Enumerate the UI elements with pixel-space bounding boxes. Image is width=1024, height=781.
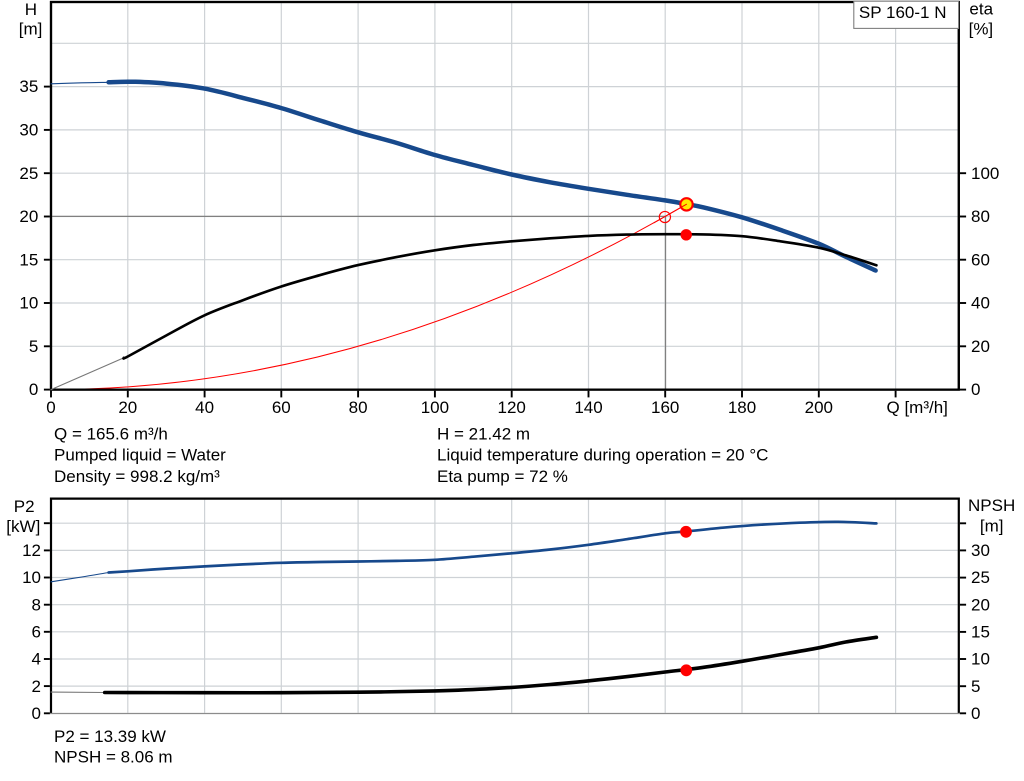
svg-text:100: 100 — [421, 398, 449, 417]
svg-text:[m]: [m] — [19, 20, 43, 39]
svg-text:30: 30 — [971, 541, 990, 560]
svg-text:6: 6 — [32, 622, 41, 641]
svg-text:60: 60 — [272, 398, 291, 417]
svg-text:H: H — [25, 0, 37, 19]
svg-text:0: 0 — [32, 704, 41, 723]
svg-text:12: 12 — [22, 541, 41, 560]
svg-text:30: 30 — [19, 121, 38, 140]
svg-text:Q [m³/h]: Q [m³/h] — [887, 398, 948, 417]
svg-text:NPSH: NPSH — [968, 496, 1015, 515]
svg-text:80: 80 — [971, 207, 990, 226]
svg-text:40: 40 — [971, 294, 990, 313]
svg-text:80: 80 — [349, 398, 368, 417]
svg-text:60: 60 — [971, 250, 990, 269]
svg-text:25: 25 — [971, 568, 990, 587]
svg-text:2: 2 — [32, 677, 41, 696]
svg-text:10: 10 — [19, 294, 38, 313]
svg-text:P2: P2 — [14, 497, 35, 516]
svg-text:20: 20 — [19, 207, 38, 226]
svg-text:5: 5 — [29, 337, 38, 356]
svg-text:160: 160 — [651, 398, 679, 417]
svg-text:SP 160-1 N: SP 160-1 N — [859, 3, 947, 22]
svg-text:0: 0 — [46, 398, 55, 417]
svg-text:8: 8 — [32, 595, 41, 614]
svg-text:0: 0 — [971, 380, 980, 399]
svg-text:20: 20 — [971, 337, 990, 356]
svg-text:120: 120 — [498, 398, 526, 417]
svg-text:200: 200 — [805, 398, 833, 417]
svg-text:180: 180 — [728, 398, 756, 417]
svg-text:15: 15 — [19, 250, 38, 269]
svg-text:Liquid temperature during oper: Liquid temperature during operation = 20… — [437, 446, 768, 465]
svg-text:5: 5 — [971, 677, 980, 696]
svg-text:100: 100 — [971, 164, 999, 183]
svg-text:10: 10 — [971, 650, 990, 669]
svg-text:25: 25 — [19, 164, 38, 183]
svg-text:140: 140 — [574, 398, 602, 417]
svg-text:Density = 998.2 kg/m³: Density = 998.2 kg/m³ — [54, 467, 220, 486]
svg-text:NPSH = 8.06 m: NPSH = 8.06 m — [54, 748, 173, 767]
svg-text:4: 4 — [32, 650, 41, 669]
svg-text:Eta pump = 72 %: Eta pump = 72 % — [437, 467, 568, 486]
svg-text:P2 = 13.39 kW: P2 = 13.39 kW — [54, 727, 166, 746]
svg-text:eta: eta — [969, 0, 993, 19]
svg-text:20: 20 — [118, 398, 137, 417]
svg-text:15: 15 — [971, 623, 990, 642]
svg-text:[%]: [%] — [969, 20, 994, 39]
svg-text:[kW]: [kW] — [6, 517, 40, 536]
svg-text:10: 10 — [22, 568, 41, 587]
svg-text:[m]: [m] — [980, 516, 1004, 535]
svg-text:0: 0 — [29, 380, 38, 399]
svg-text:35: 35 — [19, 77, 38, 96]
svg-text:40: 40 — [195, 398, 214, 417]
svg-text:20: 20 — [971, 595, 990, 614]
svg-text:Pumped liquid = Water: Pumped liquid = Water — [54, 446, 226, 465]
svg-text:Q = 165.6 m³/h: Q = 165.6 m³/h — [54, 425, 168, 444]
svg-text:0: 0 — [971, 704, 980, 723]
svg-text:H = 21.42 m: H = 21.42 m — [437, 425, 530, 444]
